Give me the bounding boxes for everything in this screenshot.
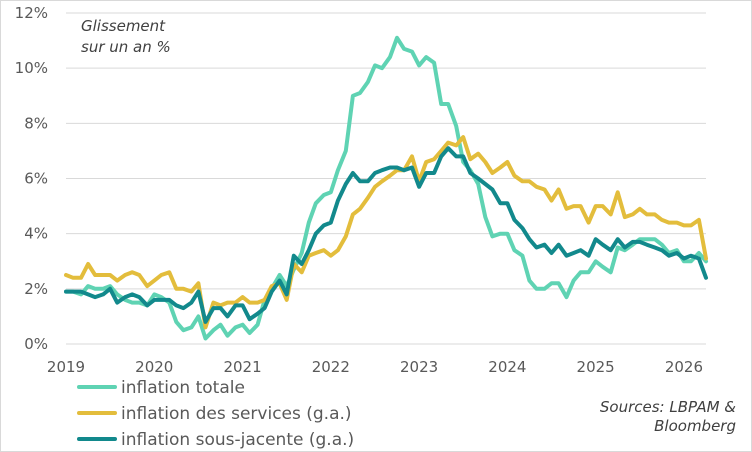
x-axis: 2019 2020 2021 2022 2023 2024 2025 2026 — [47, 358, 703, 376]
source-line-2: Bloomberg — [654, 417, 736, 435]
annotation-line-2: sur un an % — [81, 38, 171, 56]
x-tick-label-2021: 2021 — [223, 358, 261, 376]
y-tick-label-4: 4% — [24, 225, 48, 243]
legend-label-1: inflation totale — [121, 378, 245, 398]
y-tick-label-10: 10% — [15, 59, 48, 77]
y-tick-label-0: 0% — [24, 335, 48, 353]
legend: inflation totale inflation des services (… — [77, 378, 354, 450]
x-tick-label-2025: 2025 — [577, 358, 615, 376]
series-line-3 — [64, 146, 708, 324]
y-tick-label-12: 12% — [15, 4, 48, 22]
x-tick-label-2022: 2022 — [312, 358, 350, 376]
grid — [66, 12, 706, 345]
x-tick-label-2020: 2020 — [135, 358, 173, 376]
x-tick-label-2019: 2019 — [47, 358, 85, 376]
y-tick-label-6: 6% — [24, 170, 48, 188]
series-line-2 — [64, 135, 708, 330]
series-line-1 — [64, 35, 708, 341]
legend-label-3: inflation sous-jacente (g.a.) — [121, 430, 354, 450]
x-tick-label-2026: 2026 — [665, 358, 703, 376]
x-tick-label-2024: 2024 — [488, 358, 526, 376]
x-tick-label-2023: 2023 — [400, 358, 438, 376]
legend-label-2: inflation des services (g.a.) — [121, 404, 352, 424]
annotation-line-1: Glissement — [81, 17, 166, 35]
source-line-1: Sources: LBPAM & — [600, 398, 736, 416]
y-tick-label-2: 2% — [24, 280, 48, 298]
y-tick-label-8: 8% — [24, 114, 48, 132]
y-axis: 0% 2% 4% 6% 8% 10% 12% — [15, 4, 48, 353]
series-lines — [64, 35, 708, 341]
